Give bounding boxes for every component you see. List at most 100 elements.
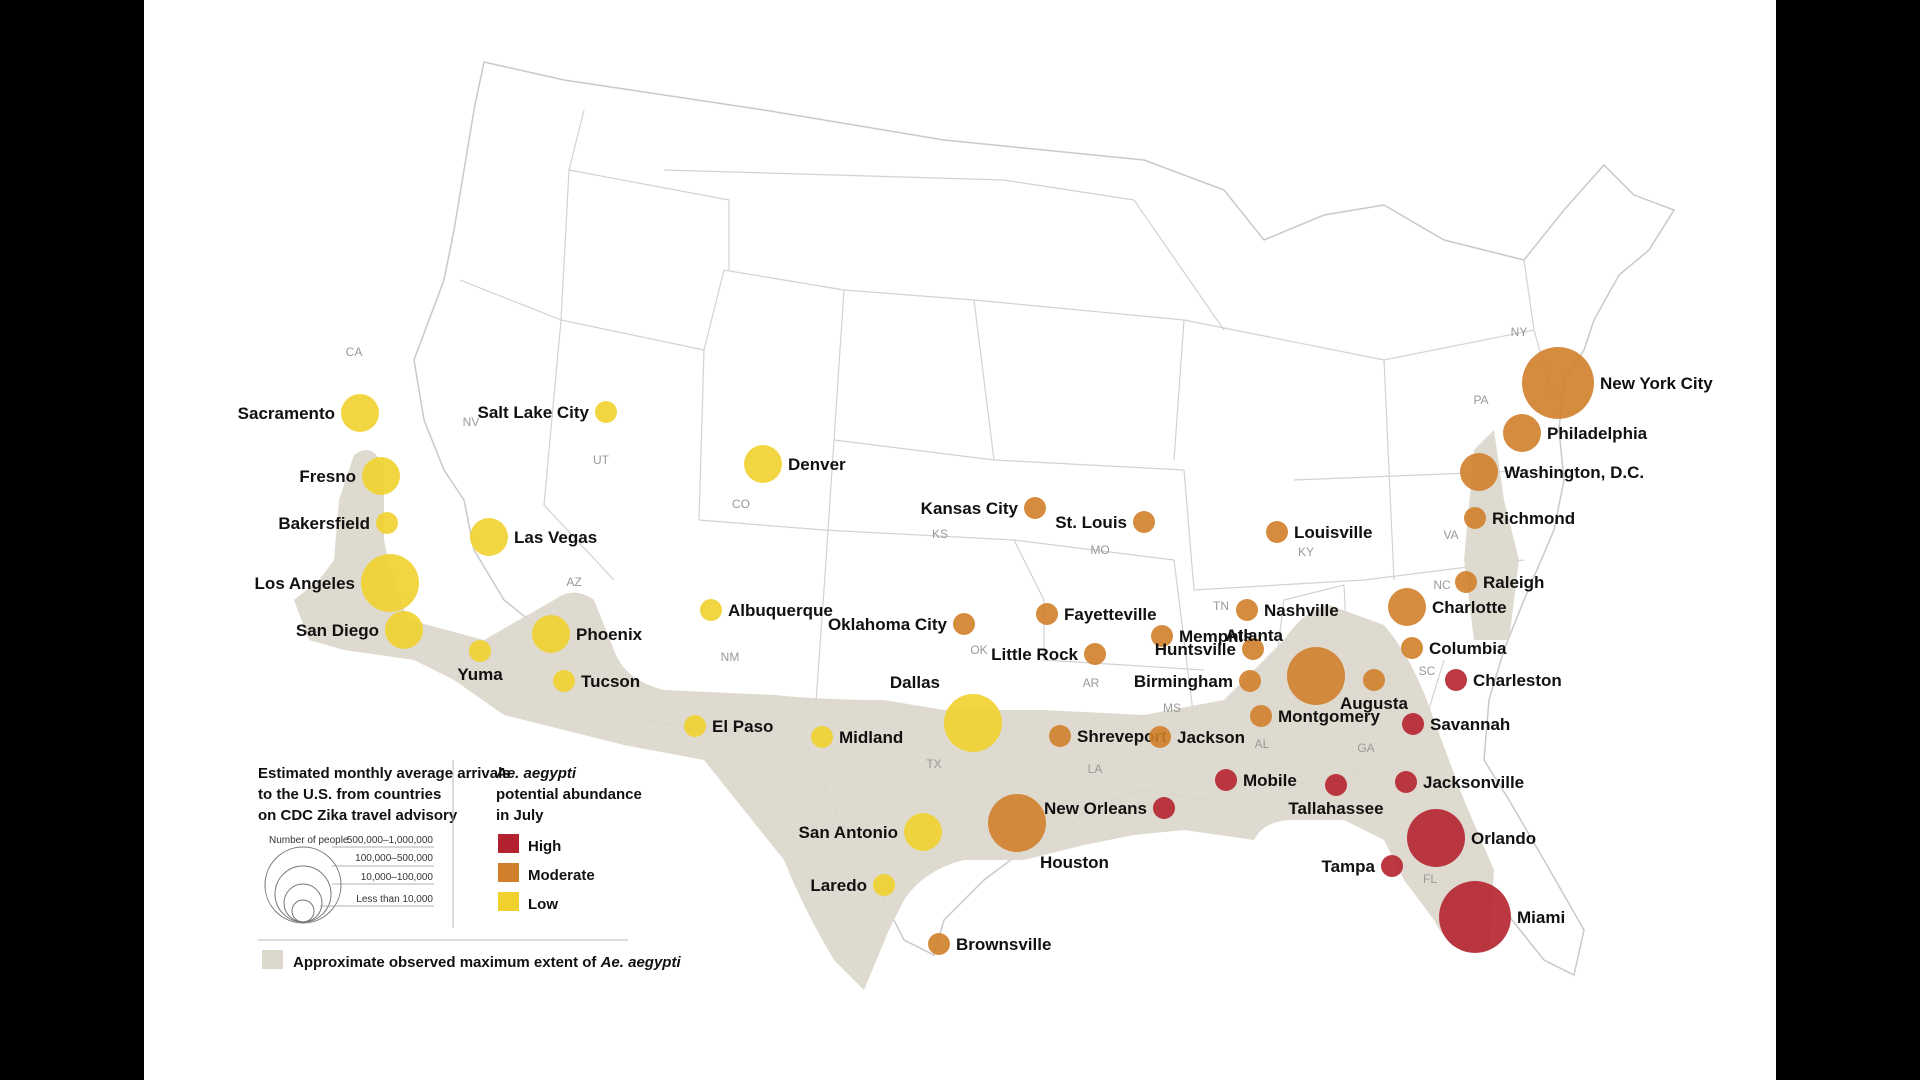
city-label-midland: Midland: [839, 728, 903, 747]
city-label-st-louis: St. Louis: [1055, 513, 1127, 532]
city-marker-birmingham: [1239, 670, 1261, 692]
city-marker-shreveport: [1049, 725, 1071, 747]
state-label-ok: OK: [970, 643, 987, 657]
city-louisville: Louisville: [1266, 521, 1372, 543]
city-label-kansas-city: Kansas City: [921, 499, 1019, 518]
city-marker-augusta: [1363, 669, 1385, 691]
city-label-jackson: Jackson: [1177, 728, 1245, 747]
city-miami: Miami: [1439, 881, 1565, 953]
legend-size-circle-4: [291, 899, 315, 923]
state-label-nc: NC: [1433, 578, 1451, 592]
city-raleigh: Raleigh: [1455, 571, 1544, 593]
city-marker-new-york-city: [1522, 347, 1594, 419]
city-bakersfield: Bakersfield: [278, 512, 398, 534]
city-philadelphia: Philadelphia: [1503, 414, 1648, 452]
city-sacramento: Sacramento: [238, 394, 379, 432]
state-label-tx: TX: [926, 757, 941, 771]
legend-size-circle-2: [274, 865, 332, 923]
city-san-antonio: San Antonio: [799, 813, 942, 851]
city-label-salt-lake-city: Salt Lake City: [478, 403, 590, 422]
city-mobile: Mobile: [1215, 769, 1297, 791]
city-label-new-orleans: New Orleans: [1044, 799, 1147, 818]
city-marker-jackson: [1149, 726, 1171, 748]
city-marker-orlando: [1407, 809, 1465, 867]
city-marker-columbia: [1401, 637, 1423, 659]
state-label-co: CO: [732, 497, 750, 511]
city-label-washington-d-c: Washington, D.C.: [1504, 463, 1644, 482]
state-label-ar: AR: [1083, 676, 1100, 690]
city-marker-fresno: [362, 457, 400, 495]
city-albuquerque: Albuquerque: [700, 599, 833, 621]
city-oklahoma-city: Oklahoma City: [828, 613, 975, 635]
state-label-az: AZ: [566, 575, 581, 589]
city-marker-dallas: [944, 694, 1002, 752]
city-label-jacksonville: Jacksonville: [1423, 773, 1524, 792]
city-marker-louisville: [1266, 521, 1288, 543]
city-label-nashville: Nashville: [1264, 601, 1339, 620]
city-label-las-vegas: Las Vegas: [514, 528, 597, 547]
city-marker-montgomery: [1250, 705, 1272, 727]
city-marker-fayetteville: [1036, 603, 1058, 625]
city-marker-midland: [811, 726, 833, 748]
legend-abundance-title-line3: in July: [496, 807, 544, 824]
city-marker-tucson: [553, 670, 575, 692]
state-label-ny: NY: [1511, 325, 1528, 339]
legend-size-class-3: 10,000–100,000: [361, 872, 434, 883]
city-marker-el-paso: [684, 715, 706, 737]
city-label-richmond: Richmond: [1492, 509, 1575, 528]
state-label-ut: UT: [593, 453, 610, 467]
city-label-phoenix: Phoenix: [576, 625, 643, 644]
state-label-la: LA: [1088, 762, 1103, 776]
city-el-paso: El Paso: [684, 715, 773, 737]
city-new-orleans: New Orleans: [1044, 797, 1175, 819]
city-label-tampa: Tampa: [1321, 857, 1375, 876]
city-birmingham: Birmingham: [1134, 670, 1261, 692]
city-marker-philadelphia: [1503, 414, 1541, 452]
city-label-tucson: Tucson: [581, 672, 640, 691]
state-label-fl: FL: [1423, 872, 1437, 886]
city-label-dallas: Dallas: [890, 673, 940, 692]
city-label-little-rock: Little Rock: [991, 645, 1078, 664]
legend-level-moderate: Moderate: [528, 867, 595, 884]
city-marker-san-diego: [385, 611, 423, 649]
legend-level-high: High: [528, 838, 561, 855]
city-brownsville: Brownsville: [928, 933, 1051, 955]
city-fresno: Fresno: [299, 457, 400, 495]
legend-level-low: Low: [528, 896, 558, 913]
city-richmond: Richmond: [1464, 507, 1575, 529]
legend-arrivals-title-line3: on CDC Zika travel advisory: [258, 807, 458, 824]
city-label-bakersfield: Bakersfield: [278, 514, 370, 533]
legend-extent-label: Approximate observed maximum extent of A…: [293, 954, 681, 971]
state-label-sc: SC: [1419, 664, 1436, 678]
city-tallahassee: Tallahassee: [1288, 774, 1384, 818]
city-label-laredo: Laredo: [810, 876, 867, 895]
state-label-ga: GA: [1357, 741, 1374, 755]
city-label-columbia: Columbia: [1429, 639, 1507, 658]
state-label-ks: KS: [932, 527, 948, 541]
state-label-ky: KY: [1298, 545, 1314, 559]
city-marker-tallahassee: [1325, 774, 1347, 796]
city-laredo: Laredo: [810, 874, 895, 896]
city-phoenix: Phoenix: [532, 615, 643, 653]
city-marker-sacramento: [341, 394, 379, 432]
city-marker-st-louis: [1133, 511, 1155, 533]
city-label-brownsville: Brownsville: [956, 935, 1051, 954]
city-label-charlotte: Charlotte: [1432, 598, 1507, 617]
city-augusta: Augusta: [1340, 669, 1409, 713]
city-marker-phoenix: [532, 615, 570, 653]
legend-size-class-2: 100,000–500,000: [355, 853, 433, 864]
city-label-philadelphia: Philadelphia: [1547, 424, 1648, 443]
city-marker-miami: [1439, 881, 1511, 953]
city-san-diego: San Diego: [296, 611, 423, 649]
city-los-angeles: Los Angeles: [255, 554, 419, 612]
legend-arrivals-title-line2: to the U.S. from countries: [258, 786, 441, 803]
city-marker-jacksonville: [1395, 771, 1417, 793]
city-memphis: Memphis: [1151, 625, 1253, 647]
city-denver: Denver: [744, 445, 846, 483]
city-label-denver: Denver: [788, 455, 846, 474]
city-montgomery: Montgomery: [1250, 705, 1381, 727]
city-marker-huntsville: [1242, 638, 1264, 660]
city-label-charleston: Charleston: [1473, 671, 1562, 690]
city-marker-richmond: [1464, 507, 1486, 529]
city-label-fresno: Fresno: [299, 467, 356, 486]
